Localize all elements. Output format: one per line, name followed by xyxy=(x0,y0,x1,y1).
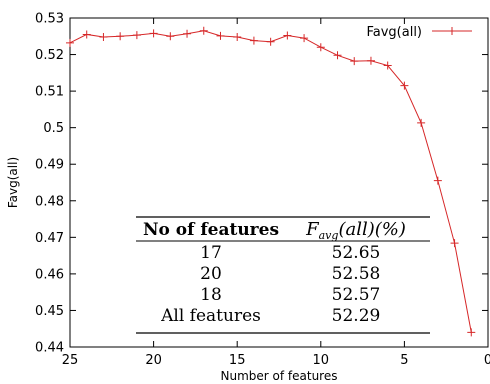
table-cell-value: 52.29 xyxy=(332,306,381,326)
data-point xyxy=(467,328,476,337)
x-tick-label: 5 xyxy=(400,353,408,368)
table-cell-value: 52.65 xyxy=(332,243,381,263)
x-tick-label: 0 xyxy=(484,353,490,368)
data-point xyxy=(116,32,125,41)
table-cell-features: 18 xyxy=(200,285,222,305)
data-point xyxy=(233,33,242,42)
data-point xyxy=(383,61,392,70)
table-cell-features: 20 xyxy=(200,264,222,284)
plot-frame xyxy=(69,17,489,348)
y-tick-label: 0.47 xyxy=(35,231,64,246)
data-point xyxy=(166,32,175,41)
data-point xyxy=(366,56,375,65)
table-cell-features: All features xyxy=(160,306,261,326)
data-point xyxy=(400,81,409,90)
y-tick-label: 0.53 xyxy=(35,12,64,27)
y-tick-label: 0.51 xyxy=(35,85,64,100)
data-point xyxy=(417,118,426,127)
data-point xyxy=(433,176,442,185)
data-point xyxy=(350,57,359,66)
data-point xyxy=(300,34,309,43)
data-point xyxy=(199,26,208,35)
series-line xyxy=(69,30,472,333)
data-point xyxy=(283,31,292,40)
y-axis-title: Favg(all) xyxy=(6,157,20,208)
legend-label: Favg(all) xyxy=(366,25,422,40)
x-tick-label: 20 xyxy=(145,353,162,368)
x-tick-label: 15 xyxy=(229,353,246,368)
data-point xyxy=(450,239,459,248)
y-tick-label: 0.46 xyxy=(35,267,64,282)
y-tick-label: 0.49 xyxy=(35,158,64,173)
data-point xyxy=(216,31,225,40)
y-tick-label: 0.52 xyxy=(35,48,64,63)
y-tick-label: 0.5 xyxy=(43,121,64,136)
data-point xyxy=(66,38,74,47)
table-cell-value: 52.58 xyxy=(332,264,381,284)
y-tick-label: 0.45 xyxy=(35,304,64,319)
data-point xyxy=(82,30,91,39)
legend-marker xyxy=(448,27,456,35)
data-point xyxy=(149,29,158,38)
data-point xyxy=(249,36,258,45)
x-tick-label: 25 xyxy=(62,353,79,368)
data-point xyxy=(333,51,342,60)
x-axis-title: Number of features xyxy=(221,369,338,380)
data-point xyxy=(266,37,275,46)
data-point xyxy=(183,29,192,38)
y-tick-label: 0.44 xyxy=(35,341,64,356)
table-cell-features: 17 xyxy=(200,243,222,263)
y-tick-label: 0.48 xyxy=(35,194,64,209)
x-tick-label: 10 xyxy=(313,353,330,368)
table-cell-value: 52.57 xyxy=(332,285,381,305)
data-point xyxy=(132,31,141,40)
data-point xyxy=(99,33,108,42)
table-header-features: No of features xyxy=(143,220,279,240)
data-point xyxy=(316,43,325,52)
table-header-favg: Favg(all)(%) xyxy=(305,219,406,242)
